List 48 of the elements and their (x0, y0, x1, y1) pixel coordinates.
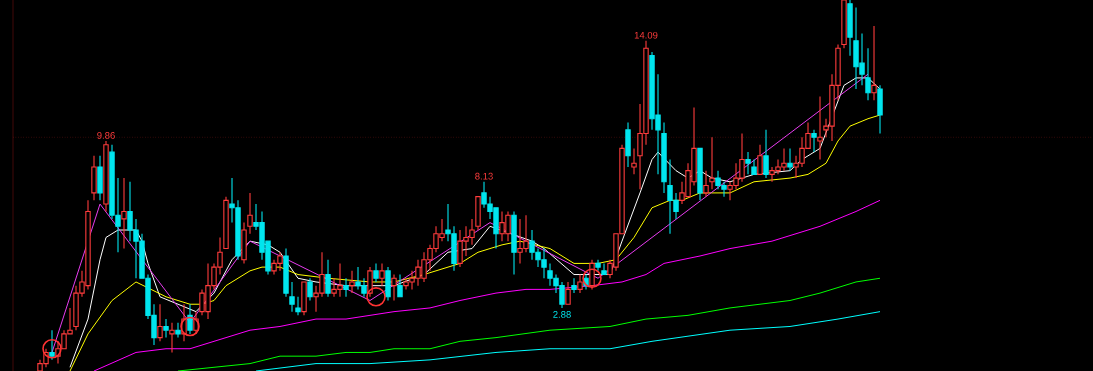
annotation: 2.88 (553, 311, 571, 318)
candlestick (661, 121, 667, 194)
candlestick (247, 192, 253, 235)
candlestick (703, 170, 709, 198)
candlestick (709, 136, 715, 190)
candlestick (763, 129, 769, 179)
candlestick (187, 303, 193, 335)
candlestick (349, 270, 355, 294)
annotation: 9.86 (97, 132, 115, 139)
candlestick (817, 95, 823, 161)
candlestick (103, 140, 109, 213)
candlestick (385, 266, 391, 302)
candlestick (625, 121, 631, 168)
candlestick (595, 259, 601, 272)
candlestick (745, 151, 751, 175)
candlestick (241, 222, 247, 264)
candlestick (631, 147, 637, 175)
candlestick (379, 262, 385, 287)
candlestick (175, 322, 181, 339)
point (582, 268, 602, 289)
candlestick (97, 155, 103, 201)
candlestick (289, 281, 295, 313)
candlestick (283, 248, 289, 298)
candlestick (325, 259, 331, 298)
point (366, 287, 386, 307)
annotation: 14.09 (634, 31, 658, 39)
candlestick (49, 329, 55, 361)
candlestick (91, 155, 97, 201)
candlestick (163, 318, 169, 339)
candlestick (787, 147, 793, 172)
candlestick (847, 0, 853, 57)
candlestick (871, 25, 877, 101)
candlestick (307, 277, 313, 302)
point (180, 316, 200, 337)
candlestick (865, 47, 871, 101)
annotation: 8.13 (475, 172, 493, 180)
candlestick (373, 262, 379, 283)
candlestick (877, 84, 883, 135)
candlestick (157, 303, 163, 342)
candlestick (295, 296, 301, 316)
candlestick (343, 277, 349, 298)
point (42, 338, 62, 359)
candlestick (391, 273, 397, 302)
candlestick (121, 177, 127, 250)
candlestick (811, 129, 817, 153)
candlestick (169, 322, 175, 353)
candlestick (511, 210, 517, 276)
candlestick (571, 277, 577, 294)
